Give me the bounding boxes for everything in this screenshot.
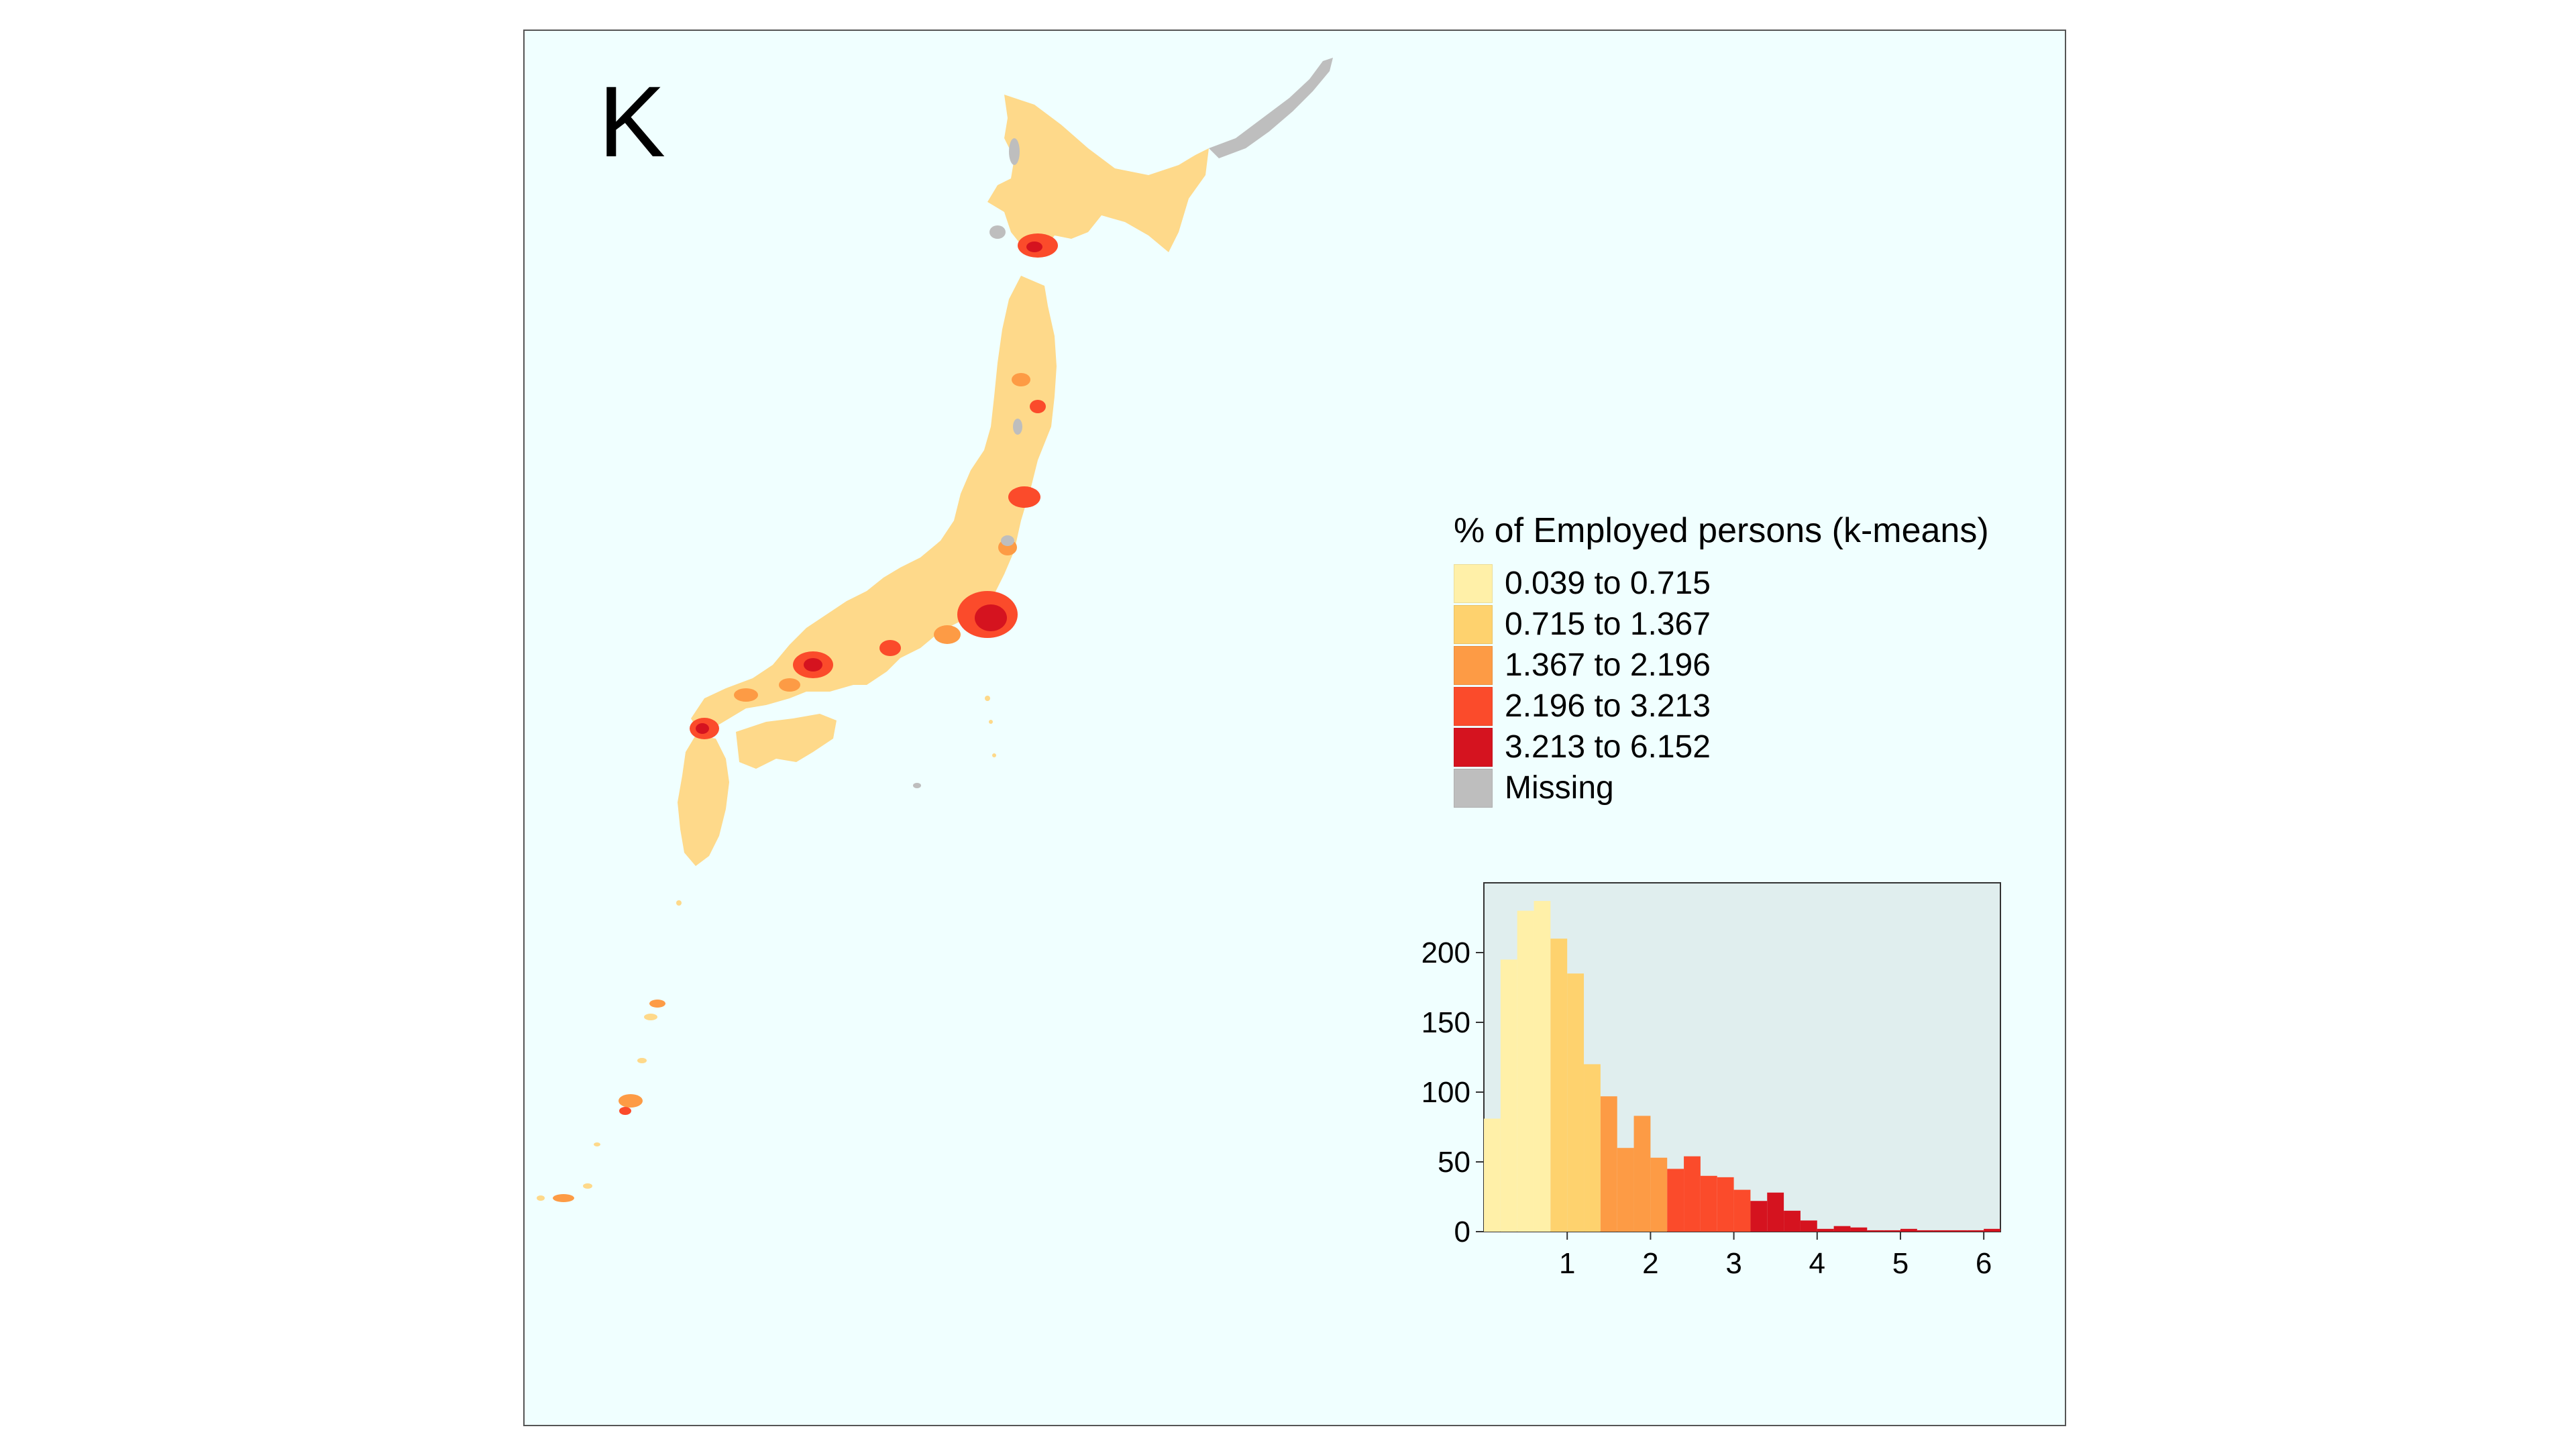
histogram-x-axis: 1 2 3 4 5 6 xyxy=(1559,1232,1992,1280)
legend-label: 0.715 to 1.367 xyxy=(1505,606,1711,642)
histogram-bar xyxy=(1900,1228,1917,1232)
histogram-bar xyxy=(1517,910,1534,1232)
legend-label: 0.039 to 0.715 xyxy=(1505,566,1711,601)
legend-item-class-3: 1.367 to 2.196 xyxy=(1454,645,2057,686)
panel-letter: K xyxy=(598,65,666,178)
histogram-bar xyxy=(1750,1201,1768,1232)
x-tick-label: 5 xyxy=(1892,1247,1909,1280)
nansei-islands xyxy=(537,900,682,1202)
histogram-bar xyxy=(1933,1230,1951,1232)
legend-item-class-2: 0.715 to 1.367 xyxy=(1454,604,2057,645)
legend-swatch xyxy=(1454,645,1493,685)
izu-islands xyxy=(985,696,996,757)
legend-title: % of Employed persons (k-means) xyxy=(1454,511,1989,550)
histogram-bar xyxy=(1850,1227,1868,1232)
legend-swatch xyxy=(1454,768,1493,808)
y-tick-label: 50 xyxy=(1438,1146,1470,1179)
histogram-bar xyxy=(1534,901,1551,1232)
legend-swatch xyxy=(1454,564,1493,603)
y-tick-label: 100 xyxy=(1421,1076,1470,1109)
histogram-y-axis: 0 50 100 150 200 xyxy=(1421,936,1484,1248)
histogram-bar xyxy=(1617,1148,1634,1232)
map-legend: % of Employed persons (k-means) 0.039 to… xyxy=(1454,511,2057,808)
japan-map xyxy=(537,58,1333,1202)
legend-label: 2.196 to 3.213 xyxy=(1505,688,1711,724)
y-tick-label: 150 xyxy=(1421,1006,1470,1039)
missing-areas xyxy=(913,138,1022,788)
histogram-bar xyxy=(1650,1157,1668,1232)
legend-item-missing: Missing xyxy=(1454,767,2057,808)
legend-item-class-5: 3.213 to 6.152 xyxy=(1454,727,2057,767)
histogram-bar xyxy=(1984,1228,2000,1232)
x-tick-label: 2 xyxy=(1642,1247,1658,1280)
histogram-bar xyxy=(1684,1156,1701,1232)
histogram-bar xyxy=(1567,973,1585,1232)
hokkaido-island xyxy=(987,95,1209,252)
histogram-bar xyxy=(1584,1064,1601,1232)
x-tick-label: 4 xyxy=(1809,1247,1825,1280)
legend-swatch xyxy=(1454,686,1493,726)
shikoku-island xyxy=(736,714,837,769)
histogram-bar xyxy=(1484,1118,1501,1232)
kuril-islands xyxy=(1209,58,1333,158)
x-tick-label: 3 xyxy=(1725,1247,1741,1280)
histogram-bar xyxy=(1500,959,1517,1232)
legend-label: Missing xyxy=(1505,770,1614,806)
histogram-bar xyxy=(1767,1192,1784,1232)
legend-item-class-1: 0.039 to 0.715 xyxy=(1454,563,2057,604)
histogram-bar xyxy=(1950,1230,1968,1232)
histogram-bar xyxy=(1600,1096,1617,1232)
histogram-bar xyxy=(1633,1116,1651,1232)
x-tick-label: 1 xyxy=(1559,1247,1575,1280)
histogram-bar xyxy=(1833,1226,1851,1232)
legend-label: 3.213 to 6.152 xyxy=(1505,729,1711,765)
histogram-bar xyxy=(1817,1228,1834,1232)
legend-label: 1.367 to 2.196 xyxy=(1505,647,1711,683)
legend-swatch xyxy=(1454,604,1493,644)
histogram-bar xyxy=(1550,938,1568,1232)
histogram-bar xyxy=(1967,1230,1984,1232)
legend-swatch xyxy=(1454,727,1493,767)
histogram-bar xyxy=(1784,1210,1801,1232)
histogram-bar xyxy=(1700,1175,1717,1232)
histogram-bar xyxy=(1667,1169,1684,1232)
kyushu-island xyxy=(678,735,729,866)
x-tick-label: 6 xyxy=(1976,1247,1992,1280)
histogram-bar xyxy=(1917,1230,1934,1232)
y-tick-label: 0 xyxy=(1454,1216,1470,1248)
histogram: 1 2 3 4 5 6 0 50 100 150 200 xyxy=(1421,882,2001,1280)
honshu-island xyxy=(691,276,1057,732)
histogram-bar xyxy=(1733,1189,1751,1232)
map-panel: K xyxy=(523,30,2066,1426)
histogram-bar xyxy=(1800,1220,1817,1232)
legend-item-class-4: 2.196 to 3.213 xyxy=(1454,686,2057,727)
histogram-bar xyxy=(1867,1230,1884,1232)
histogram-bars xyxy=(1484,901,2000,1232)
urban-hotspots xyxy=(690,233,1058,739)
histogram-bar xyxy=(1884,1230,1900,1232)
y-tick-label: 200 xyxy=(1421,936,1470,969)
histogram-bar xyxy=(1717,1177,1734,1232)
